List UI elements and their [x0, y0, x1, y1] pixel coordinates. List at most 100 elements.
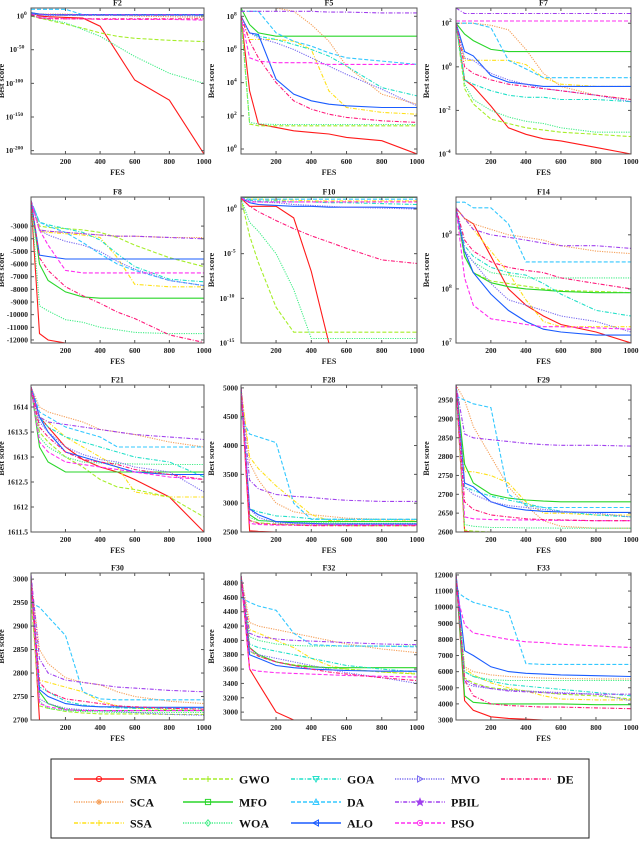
y-tick-label: 3000 [438, 716, 453, 725]
y-tick-label: -9000 [11, 298, 29, 307]
series-line-da [31, 602, 204, 701]
x-tick-label: 200 [270, 535, 282, 544]
series-line-woa [31, 15, 204, 84]
series-line-woa [241, 16, 417, 126]
x-tick-label: 600 [341, 535, 353, 544]
series-line-ssa [456, 574, 631, 701]
series-line-sca [31, 386, 204, 448]
series-line-goa [31, 386, 204, 478]
series-line-sca [31, 579, 204, 705]
y-axis-label: Best score [422, 441, 431, 476]
series-line-pbil [31, 574, 204, 693]
series-line-da [456, 22, 631, 79]
y-tick-label: 2850 [13, 645, 28, 654]
series-line-alo [456, 207, 631, 336]
series-line-de [456, 385, 631, 522]
tick-base: 10 [10, 45, 18, 54]
x-axis-label: FES [110, 168, 125, 177]
series-line-de [456, 207, 631, 290]
subplot-title: F2 [113, 0, 122, 8]
series-line-alo [31, 200, 204, 260]
series-line-sca [456, 207, 631, 255]
x-tick-label: 800 [164, 157, 176, 166]
subplot-f28: 200 400 600 800 1000 2500 3000 3500 4000 4500 5000… [207, 376, 425, 556]
y-tick-label: 2650 [438, 509, 453, 518]
y-tick-label: 2900 [438, 414, 453, 423]
legend-item-ssa: SSA [74, 817, 152, 831]
tick-exponent: 6 [234, 44, 237, 50]
series-line-pbil [456, 385, 631, 447]
x-tick-label: 800 [590, 346, 602, 355]
y-tick-label: 1612.5 [7, 478, 28, 487]
subplot-f30: 200 400 600 800 1000 2700 2750 2800 2850 2900 2950… [0, 564, 212, 744]
series-line-mvo [31, 13, 204, 17]
x-axis-label: FES [536, 734, 551, 743]
y-tick-label: 4400 [223, 607, 238, 616]
plot-area [31, 8, 204, 154]
x-tick-label: 600 [555, 723, 567, 732]
y-tick-label: 10-5 [224, 249, 236, 259]
x-axis-label: FES [110, 546, 125, 555]
series-line-da [31, 200, 204, 287]
x-axis-label: FES [322, 168, 337, 177]
x-tick-label: 800 [164, 723, 176, 732]
series-line-mvo [456, 207, 631, 333]
triangle-down-marker-icon [312, 776, 320, 784]
star-marker-icon [415, 797, 425, 807]
y-tick-label: -10000 [7, 310, 28, 319]
series-line-pso [241, 197, 417, 203]
series-line-da [241, 10, 417, 65]
series-line-mvo [241, 575, 417, 684]
subplot-title: F30 [111, 564, 124, 573]
tick-base: 10 [227, 12, 235, 21]
y-tick-label: 8000 [438, 635, 453, 644]
axes-frame [240, 572, 418, 721]
legend-item-de: DE [501, 773, 574, 787]
legend-item-pso: PSO [395, 817, 474, 831]
y-tick-label: 2950 [13, 598, 28, 607]
series-line-alo [31, 386, 204, 476]
y-tick-label: 3800 [223, 650, 238, 659]
series-line-pbil [241, 387, 417, 502]
axes-frame [455, 7, 632, 155]
x-tick-label: 200 [485, 346, 497, 355]
y-tick-label: 2750 [13, 692, 28, 701]
legend-item-sma: SMA [74, 773, 157, 787]
axes-frame [30, 7, 205, 155]
axes-frame [240, 196, 418, 344]
x-tick-label: 800 [376, 157, 388, 166]
y-axis-label: Best score [207, 441, 216, 476]
series-line-de [31, 579, 204, 710]
series-line-sma [241, 575, 417, 720]
series-line-da [456, 590, 631, 665]
series-group [31, 8, 204, 154]
series-line-de [31, 200, 204, 343]
series-line-de [456, 574, 631, 710]
legend-label: GWO [239, 773, 270, 787]
series-line-sma [241, 197, 417, 343]
y-tick-label: 2950 [438, 396, 453, 405]
series-line-ssa [456, 23, 631, 87]
x-tick-label: 200 [60, 535, 72, 544]
series-line-sca [456, 574, 631, 680]
series-line-mfo [456, 574, 631, 706]
x-tick-label: 800 [376, 346, 388, 355]
series-line-alo [241, 16, 417, 109]
series-line-ssa [456, 207, 631, 328]
y-axis-label: Best score [207, 252, 216, 287]
series-line-mvo [31, 200, 204, 287]
y-tick-label: 4200 [223, 622, 238, 631]
series-line-mfo [456, 207, 631, 294]
series-group [241, 387, 417, 532]
y-tick-label: 4800 [223, 579, 238, 588]
series-line-alo [241, 575, 417, 672]
x-tick-label: 800 [590, 723, 602, 732]
series-line-pso [31, 200, 204, 274]
x-tick-label: 600 [129, 723, 141, 732]
plot-area [456, 385, 631, 532]
tick-base: 10 [439, 106, 447, 115]
y-tick-label: 4000 [223, 441, 238, 450]
y-tick-label: 100 [442, 62, 453, 72]
y-tick-label: -5000 [11, 247, 29, 256]
y-tick-label: 9000 [438, 619, 453, 628]
